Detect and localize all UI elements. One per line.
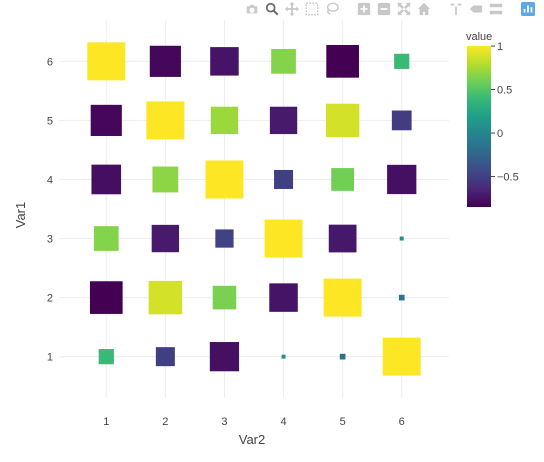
zoom-out-icon[interactable] — [376, 1, 392, 17]
x-tick-label: 4 — [280, 416, 286, 428]
data-marker[interactable] — [398, 294, 405, 301]
plot-area[interactable] — [59, 20, 449, 398]
data-marker[interactable] — [155, 347, 175, 367]
x-axis-ticks: 1 2 3 4 5 6 — [103, 416, 405, 428]
colorbar-tick-label: 0 — [497, 128, 503, 140]
data-marker[interactable] — [152, 166, 179, 193]
data-marker[interactable] — [271, 48, 296, 74]
data-marker[interactable] — [323, 278, 362, 317]
x-tick-label: 1 — [103, 416, 109, 428]
data-marker[interactable] — [212, 285, 237, 310]
data-markers — [87, 42, 421, 376]
data-marker[interactable] — [382, 337, 421, 376]
data-marker[interactable] — [205, 160, 244, 199]
data-marker[interactable] — [209, 342, 240, 372]
y-tick-label: 6 — [47, 56, 53, 68]
data-marker[interactable] — [269, 106, 298, 135]
lasso-select-icon[interactable] — [324, 1, 340, 17]
zoom-icon[interactable] — [264, 1, 280, 17]
plotly-logo-icon[interactable] — [520, 1, 536, 17]
y-tick-label: 5 — [47, 115, 53, 127]
data-marker[interactable] — [328, 224, 357, 253]
data-marker[interactable] — [269, 283, 298, 312]
data-marker[interactable] — [151, 224, 180, 253]
data-marker[interactable] — [215, 229, 234, 248]
data-marker[interactable] — [274, 169, 294, 189]
spike-lines-icon[interactable] — [448, 1, 464, 17]
data-marker[interactable] — [89, 281, 123, 314]
y-axis-title: Var1 — [13, 202, 28, 229]
data-marker[interactable] — [149, 45, 181, 77]
data-marker[interactable] — [391, 110, 412, 131]
colorbar-gradient — [467, 46, 491, 207]
x-axis-title: Var2 — [239, 432, 266, 447]
data-marker[interactable] — [148, 280, 183, 315]
data-marker[interactable] — [90, 104, 122, 136]
data-marker[interactable] — [98, 349, 114, 365]
colorbar-title: value — [466, 31, 492, 43]
hover-closest-icon[interactable] — [468, 1, 484, 17]
data-marker[interactable] — [326, 45, 359, 78]
data-marker[interactable] — [281, 354, 286, 359]
zoom-in-icon[interactable] — [356, 1, 372, 17]
data-marker[interactable] — [91, 164, 122, 195]
data-marker[interactable] — [399, 236, 404, 241]
colorbar-tick-label: 1 — [497, 41, 503, 53]
camera-icon[interactable] — [244, 1, 260, 17]
data-marker[interactable] — [331, 168, 355, 191]
data-marker[interactable] — [325, 103, 360, 138]
autoscale-icon[interactable] — [396, 1, 412, 17]
box-select-icon[interactable] — [304, 1, 320, 17]
colorbar-tick-label: −0.5 — [497, 172, 519, 184]
y-axis-ticks: 1 2 3 4 5 6 — [47, 56, 53, 363]
y-tick-label: 1 — [47, 352, 53, 364]
y-tick-label: 2 — [47, 293, 53, 305]
pan-icon[interactable] — [284, 1, 300, 17]
data-marker[interactable] — [210, 47, 239, 76]
data-marker[interactable] — [387, 164, 417, 195]
data-marker[interactable] — [264, 219, 303, 258]
data-marker[interactable] — [146, 101, 185, 140]
x-tick-label: 5 — [340, 416, 346, 428]
colorbar-tick-label: 0.5 — [497, 85, 512, 97]
data-marker[interactable] — [87, 42, 126, 81]
x-tick-label: 3 — [221, 416, 227, 428]
modebar — [244, 0, 536, 18]
data-marker[interactable] — [93, 226, 119, 251]
data-marker[interactable] — [339, 353, 346, 360]
y-tick-label: 3 — [47, 234, 53, 246]
x-tick-label: 2 — [162, 416, 168, 428]
hover-compare-icon[interactable] — [488, 1, 504, 17]
x-tick-label: 6 — [399, 416, 405, 428]
data-marker[interactable] — [394, 53, 410, 69]
colorbar: value 1 0.5 0 −0.5 — [466, 31, 519, 207]
home-icon[interactable] — [416, 1, 432, 17]
colorbar-ticks: 1 0.5 0 −0.5 — [491, 41, 519, 184]
y-tick-label: 4 — [47, 174, 53, 186]
data-marker[interactable] — [210, 106, 239, 135]
